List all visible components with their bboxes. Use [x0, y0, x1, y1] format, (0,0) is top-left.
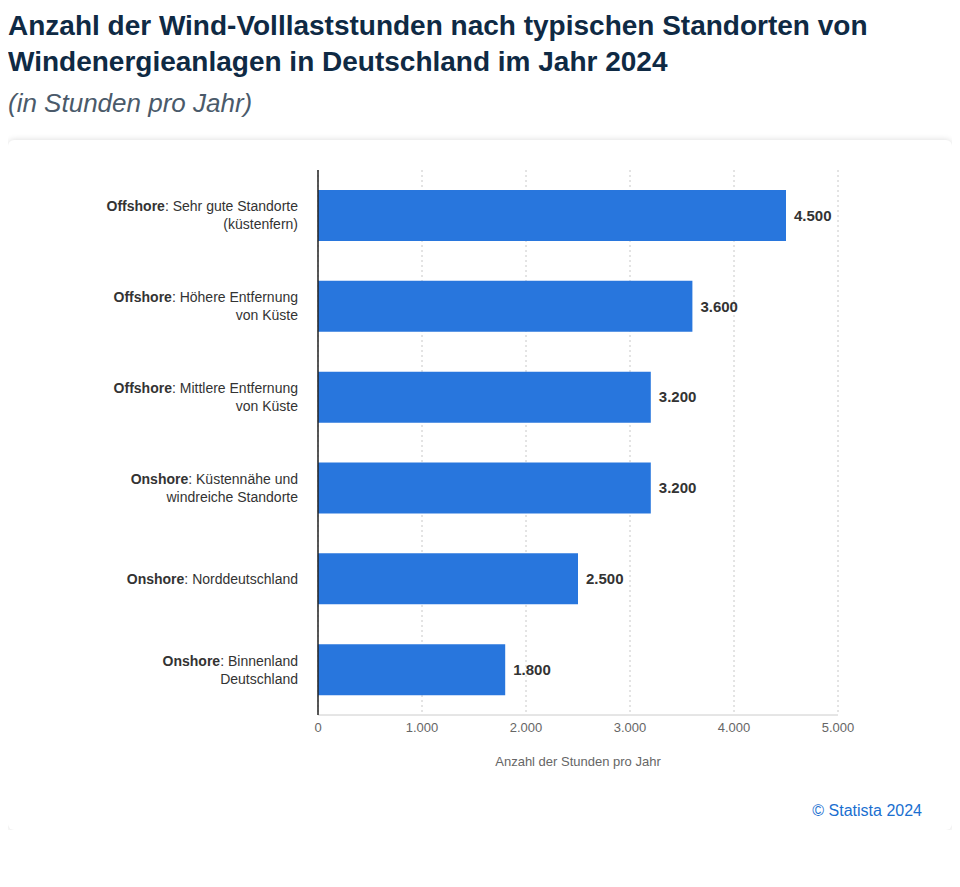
- svg-text:2.500: 2.500: [586, 570, 624, 587]
- svg-text:Anzahl der Stunden pro Jahr: Anzahl der Stunden pro Jahr: [495, 754, 661, 769]
- svg-text:Offshore: Höhere Entfernung: Offshore: Höhere Entfernung: [114, 289, 298, 305]
- html-text:Anzahl der Wind-Volllaststunde: Anzahl der Wind-Volllaststunden nach typ…: [8, 10, 868, 77]
- html-text:© Statista 2024: © Statista 2024: [812, 802, 922, 819]
- svg-text:4.500: 4.500: [794, 207, 832, 224]
- svg-text:Deutschland: Deutschland: [220, 671, 298, 687]
- svg-text:0: 0: [314, 720, 321, 735]
- svg-text:3.200: 3.200: [659, 388, 697, 405]
- svg-text:1.800: 1.800: [513, 661, 551, 678]
- svg-text:von Küste: von Küste: [236, 307, 298, 323]
- svg-text:2.000: 2.000: [510, 720, 543, 735]
- svg-text:von Küste: von Küste: [236, 398, 298, 414]
- svg-text:3.000: 3.000: [614, 720, 647, 735]
- html-text:(in Stunden pro Jahr): (in Stunden pro Jahr): [8, 88, 253, 118]
- svg-text:1.000: 1.000: [406, 720, 439, 735]
- svg-text:Offshore: Sehr gute Standorte: Offshore: Sehr gute Standorte: [107, 198, 299, 214]
- svg-text:5.000: 5.000: [822, 720, 855, 735]
- svg-text:Onshore: Küstennähe und: Onshore: Küstennähe und: [131, 471, 298, 487]
- svg-text:Onshore: Binnenland: Onshore: Binnenland: [163, 653, 298, 669]
- svg-text:Onshore: Norddeutschland: Onshore: Norddeutschland: [127, 571, 298, 587]
- svg-text:Offshore: Mittlere Entfernung: Offshore: Mittlere Entfernung: [114, 380, 298, 396]
- svg-text:3.600: 3.600: [700, 298, 738, 315]
- svg-text:3.200: 3.200: [659, 479, 697, 496]
- svg-text:4.000: 4.000: [718, 720, 751, 735]
- svg-text:(küstenfern): (küstenfern): [223, 216, 298, 232]
- svg-text:windreiche Standorte: windreiche Standorte: [165, 489, 298, 505]
